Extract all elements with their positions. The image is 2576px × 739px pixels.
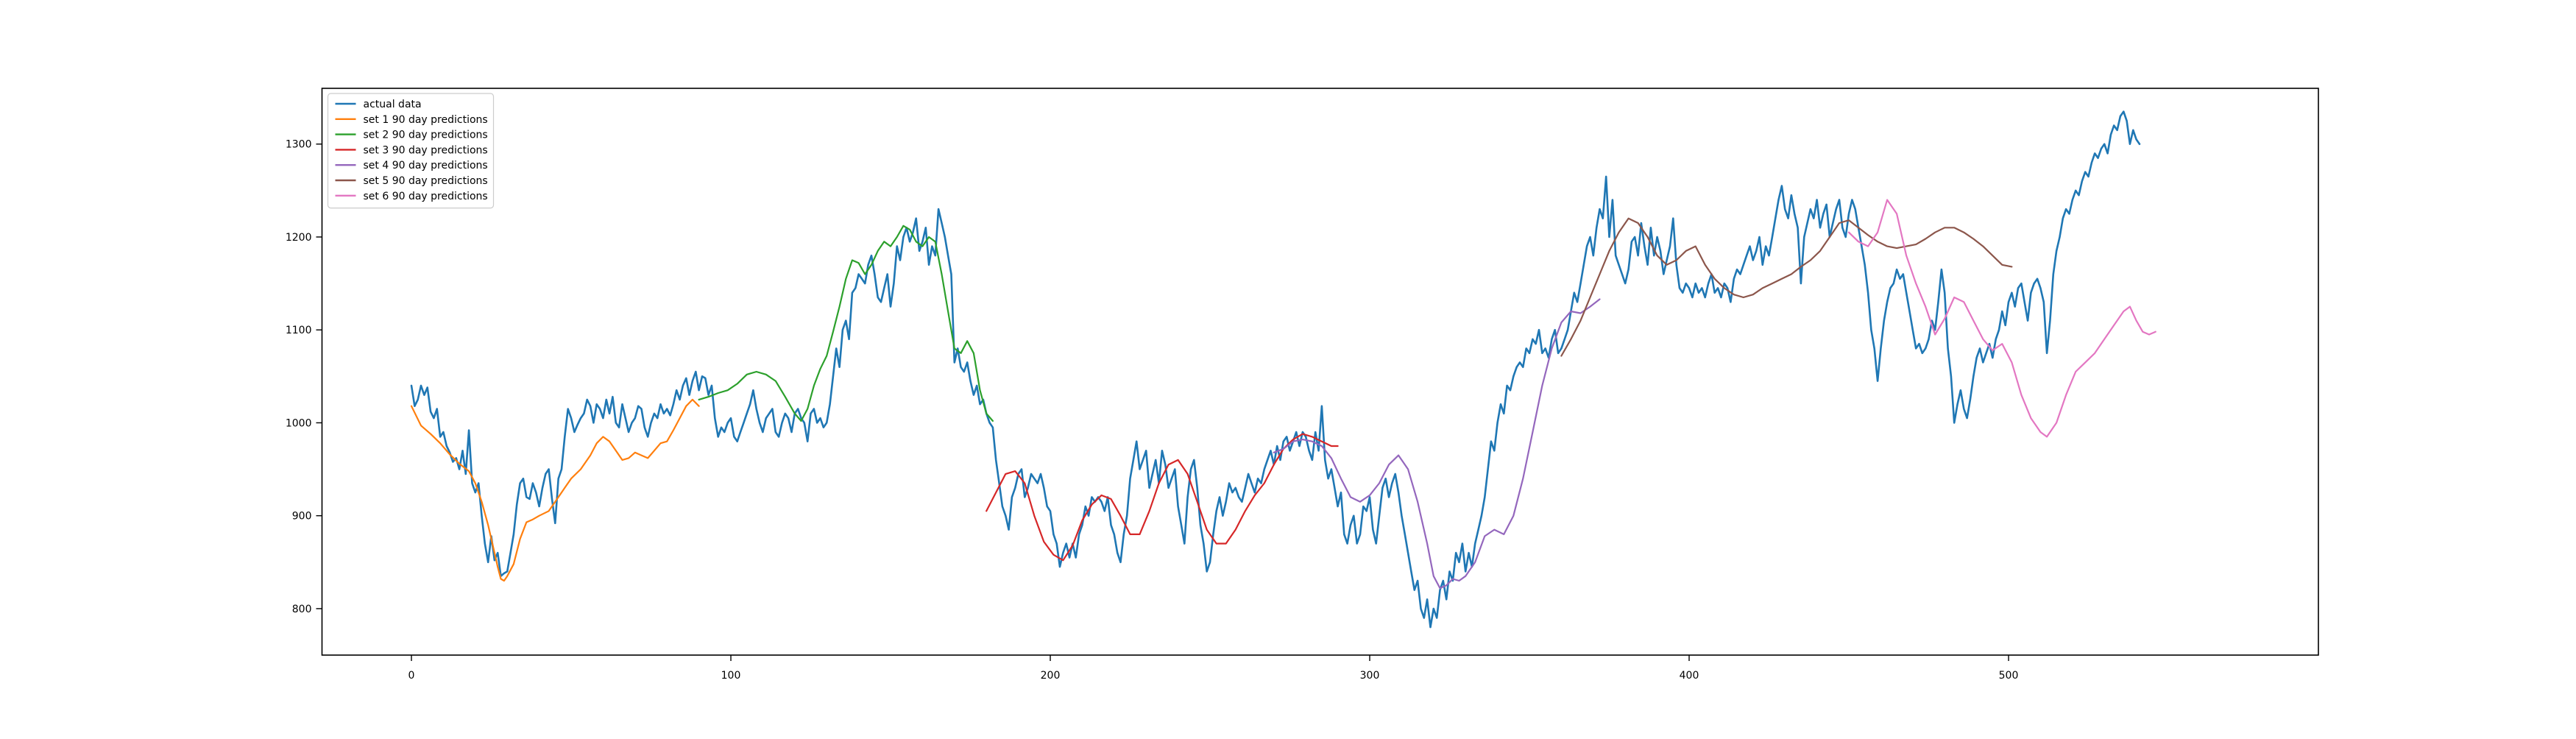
- x-tick-label: 100: [721, 670, 741, 682]
- series-line-set-6-90-day-predictions: [1847, 199, 2156, 438]
- legend-label: set 3 90 day predictions: [364, 144, 488, 156]
- legend-label: set 4 90 day predictions: [364, 160, 488, 172]
- y-tick-label: 1200: [286, 232, 312, 244]
- series-line-actual-data: [410, 110, 2141, 629]
- x-tick-label: 500: [1999, 670, 2019, 682]
- x-tick-label: 300: [1360, 670, 1380, 682]
- series-line-set-4-90-day-predictions: [1273, 298, 1601, 590]
- series-line-set-5-90-day-predictions: [1560, 217, 2013, 357]
- legend-label: set 1 90 day predictions: [364, 114, 488, 126]
- legend-label: set 6 90 day predictions: [364, 191, 488, 202]
- y-tick-label: 1300: [286, 139, 312, 151]
- series-layer: [410, 110, 2156, 629]
- series-line-set-1-90-day-predictions: [410, 398, 700, 582]
- series-line-set-2-90-day-predictions: [698, 224, 994, 422]
- legend-label: set 5 90 day predictions: [364, 175, 488, 187]
- legend-label: set 2 90 day predictions: [364, 130, 488, 141]
- x-tick-label: 0: [408, 670, 415, 682]
- axis-layer: 0 100 200 300 400 500 800 900 1000 1100 1200 1300: [286, 139, 2019, 682]
- y-tick-label: 900: [292, 511, 312, 523]
- legend: actual data set 1 90 day predictions set 2…: [327, 93, 495, 209]
- legend-label: actual data: [364, 99, 422, 110]
- x-tick-label: 200: [1041, 670, 1061, 682]
- plot-area-frame: [321, 88, 2319, 656]
- y-tick-label: 1000: [286, 417, 312, 429]
- y-tick-label: 800: [292, 604, 312, 615]
- series-line-set-3-90-day-predictions: [986, 433, 1339, 562]
- x-tick-label: 400: [1680, 670, 1699, 682]
- legend-box: [327, 93, 495, 209]
- y-tick-label: 1100: [286, 325, 312, 336]
